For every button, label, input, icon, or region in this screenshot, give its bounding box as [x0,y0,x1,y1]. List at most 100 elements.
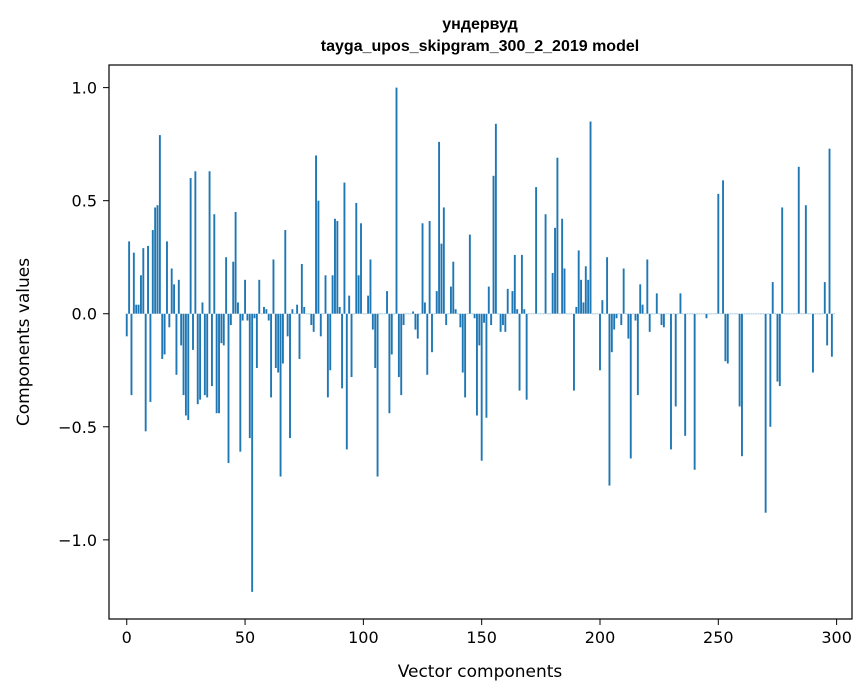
bar-177 [544,214,547,314]
bar-49 [241,313,244,321]
bar-270 [764,313,767,513]
bar-203 [606,257,609,314]
bar-156 [494,123,497,314]
bar-160 [504,313,507,332]
bar-15 [161,313,164,359]
bar-191 [577,250,580,314]
bar-132 [438,141,441,314]
bar-94 [348,295,351,314]
y-tick-label--1: −1.0 [58,531,97,550]
bar-47 [237,302,239,314]
bar-224 [655,293,658,314]
bar-185 [563,268,566,314]
bars-group [125,87,836,592]
bar-6 [140,275,142,314]
bar-218 [641,304,644,314]
bar-29 [194,171,197,314]
bar-40 [220,313,223,344]
bar-59 [265,309,268,314]
bar-1 [128,241,131,314]
bar-151 [483,313,485,323]
bar-189 [573,313,575,391]
bar-245 [705,313,708,319]
bar-74 [300,263,303,314]
bar-196 [589,121,592,314]
bar-164 [513,254,516,314]
chart-subtitle: tayga_upos_skipgram_300_2_2019 model [321,38,639,55]
bar-141 [459,313,462,328]
bar-297 [828,148,831,314]
bar-123 [416,313,419,339]
bar-250 [717,193,720,314]
bar-17 [166,241,168,314]
bar-67 [284,230,287,314]
bar-152 [485,313,488,418]
bar-43 [227,313,230,463]
bar-295 [823,282,826,314]
bar-63 [274,313,277,368]
bar-28 [192,313,194,350]
bar-70 [291,309,294,314]
bar-275 [776,313,779,382]
bar-86 [329,313,332,371]
bar-182 [556,157,559,314]
bar-180 [551,273,554,314]
bar-61 [270,313,273,398]
bar-145 [468,234,471,314]
bar-82 [319,313,322,337]
bar-129 [431,313,433,353]
bar-121 [412,311,415,314]
bar-41 [222,313,225,346]
bar-30 [196,313,199,405]
bar-215 [634,313,637,321]
bar-205 [610,313,613,353]
bar-75 [303,306,306,314]
y-axis-label: Components values [14,258,34,426]
bar-38 [215,313,218,414]
bar-220 [646,259,649,314]
bar-45 [232,261,235,314]
bar-97 [355,202,358,314]
bar-194 [584,266,587,314]
bar-84 [324,275,327,314]
bar-2 [130,313,133,396]
bar-78 [310,313,313,326]
bar-89 [336,221,339,314]
bar-150 [480,313,483,461]
bar-35 [208,171,211,314]
bar-127 [426,313,429,375]
bar-64 [277,313,280,373]
bar-236 [684,313,687,436]
bar-25 [184,313,187,416]
bar-60 [267,313,270,321]
bar-138 [452,261,455,314]
bar-73 [298,313,301,359]
bar-277 [781,207,784,314]
x-tick-label-300: 300 [821,628,852,647]
bar-19 [170,268,173,314]
bar-81 [317,200,320,314]
bar-7 [142,248,145,314]
bar-14 [158,135,161,314]
bar-99 [360,223,362,314]
bar-259 [738,313,741,407]
bar-11 [151,230,154,314]
bar-10 [149,313,152,402]
bar-20 [173,284,176,314]
bar-125 [421,223,424,314]
x-tick-label-250: 250 [703,628,734,647]
bar-3 [132,252,135,314]
bar-58 [263,306,265,314]
bar-212 [627,313,630,339]
bar-68 [286,313,289,337]
bar-111 [388,313,391,414]
bar-131 [435,291,438,314]
bar-104 [371,313,374,330]
bar-167 [520,254,523,314]
bar-85 [326,313,329,398]
bar-72 [296,304,299,314]
bar-92 [343,182,346,314]
bar-112 [390,313,393,355]
x-tick-label-150: 150 [466,628,497,647]
